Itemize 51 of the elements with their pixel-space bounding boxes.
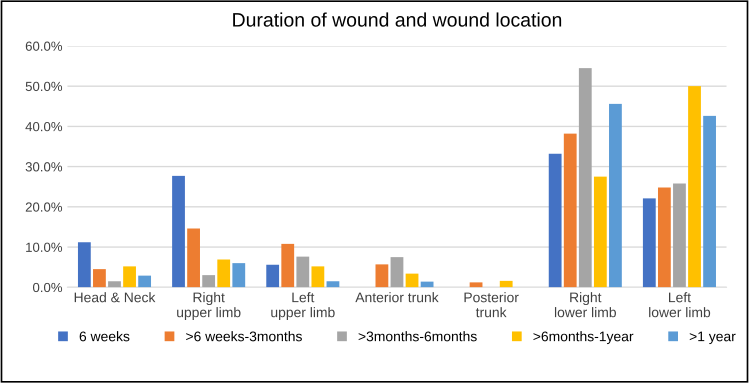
bar [406,274,418,288]
x-tick-label: Left lower limb [649,292,710,318]
bar [172,176,185,288]
chart-title: Duration of wound and wound location [233,12,562,27]
x-tick-label: Left upper limb [271,292,335,320]
x-tick-label: Right lower limb [554,292,616,318]
legend-label: >6months-1year [533,331,634,344]
bar [500,280,513,288]
bar [138,276,152,288]
bar [217,260,230,288]
bar [281,244,294,288]
bar [470,282,482,288]
x-tick-label: Anterior trunk [355,292,439,302]
bar [564,134,577,288]
bar [311,266,324,288]
bar [548,154,562,288]
y-tick-label: 50.0% [26,82,62,92]
bar [232,263,246,288]
bar [420,282,434,288]
bar [594,176,607,288]
bar [187,228,200,288]
legend-label: >3months-6months [358,331,477,342]
bar [673,183,686,288]
bar [609,104,622,288]
y-tick-label: 0.0% [32,282,62,292]
bar [703,116,716,288]
bar [93,269,106,288]
bar [390,257,404,288]
x-tick-label: Right upper limb [177,292,240,320]
legend-label: >1 year [690,332,736,344]
bar [376,264,388,288]
legend-label: 6 weeks [80,331,130,342]
x-tick-label: Posterior trunk [464,292,519,318]
bar [326,281,340,288]
bar [688,86,701,288]
bar [578,68,592,288]
bar [202,275,216,288]
y-tick-label: 10.0% [26,242,62,252]
bar [108,281,121,288]
legend-label: >6 weeks-3months [186,331,302,342]
y-tick-label: 40.0% [25,122,62,132]
bar [123,266,136,288]
bar [658,188,671,288]
y-tick-label: 30.0% [26,162,62,172]
bar [78,242,91,288]
y-tick-label: 60.0% [26,42,62,51]
x-tick-label: Head & Neck [74,292,156,302]
bar [296,256,310,288]
y-tick-label: 20.0% [26,202,62,212]
bar [266,264,280,288]
bar [642,198,656,288]
